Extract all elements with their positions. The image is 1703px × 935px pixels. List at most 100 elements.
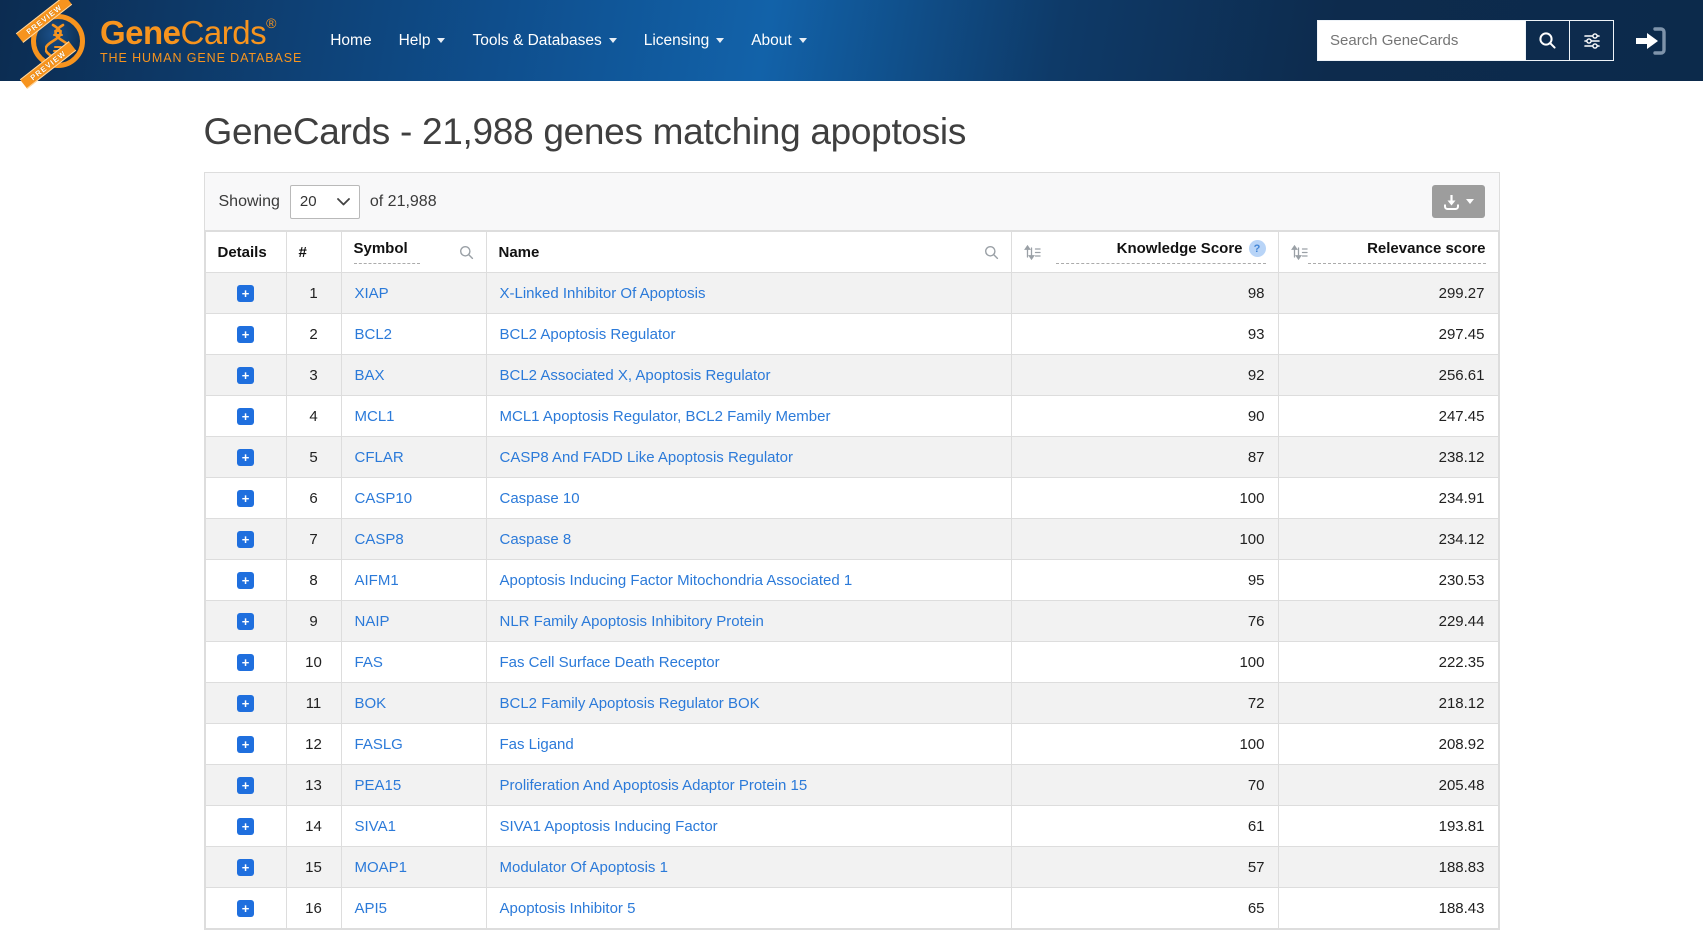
gene-symbol-link[interactable]: XIAP	[354, 284, 389, 302]
gene-name-link[interactable]: BCL2 Apoptosis Regulator	[499, 325, 676, 343]
expand-details-button[interactable]	[237, 284, 254, 302]
gene-name-link[interactable]: Modulator Of Apoptosis 1	[499, 858, 668, 876]
expand-details-button[interactable]	[237, 653, 254, 671]
gene-symbol-link[interactable]: API5	[354, 899, 388, 917]
caret-down-icon	[716, 38, 725, 43]
knowledge-score-filter-field[interactable]: Knowledge Score ?	[1055, 240, 1266, 264]
gene-symbol-link[interactable]: MCL1	[354, 407, 395, 425]
expand-details-button[interactable]	[237, 489, 254, 507]
nav-item-home[interactable]: Home	[330, 32, 371, 50]
knowledge-score-value: 93	[1010, 313, 1279, 355]
details-cell	[204, 764, 287, 806]
nav-label: Tools & Databases	[472, 31, 602, 49]
nav-label: Licensing	[643, 31, 710, 49]
gene-name-link[interactable]: BCL2 Associated X, Apoptosis Regulator	[499, 366, 771, 384]
relevance-score-label[interactable]: Relevance score	[1367, 240, 1486, 257]
row-number: 14	[285, 805, 342, 847]
knowledge-score-value: 98	[1010, 272, 1279, 314]
table-header-row: Details # Symbol	[204, 231, 1499, 273]
sort-icon[interactable]	[1023, 244, 1041, 260]
gene-symbol-link[interactable]: MOAP1	[354, 858, 408, 876]
gene-symbol-link[interactable]: AIFM1	[354, 571, 399, 589]
gene-symbol-link[interactable]: PEA15	[354, 776, 402, 794]
expand-details-button[interactable]	[237, 858, 254, 876]
gene-symbol-link[interactable]: CFLAR	[354, 448, 404, 466]
expand-details-button[interactable]	[237, 694, 254, 712]
nav-item-tools-databases[interactable]: Tools & Databases	[472, 31, 617, 50]
page-size-select[interactable]: 20	[289, 184, 360, 219]
gene-symbol-link[interactable]: CASP10	[354, 489, 413, 507]
symbol-filter-field[interactable]: Symbol	[353, 240, 420, 264]
download-button[interactable]	[1431, 185, 1485, 218]
expand-details-button[interactable]	[237, 530, 254, 548]
knowledge-score-value: 100	[1010, 518, 1279, 560]
gene-symbol-link[interactable]: NAIP	[354, 612, 390, 630]
details-cell	[204, 354, 287, 396]
gene-symbol-link[interactable]: BCL2	[354, 325, 393, 343]
expand-details-button[interactable]	[237, 817, 254, 835]
gene-symbol-link[interactable]: SIVA1	[354, 817, 396, 835]
search-input[interactable]	[1318, 21, 1525, 60]
gene-symbol-link[interactable]: BAX	[354, 366, 385, 384]
row-number: 15	[285, 846, 342, 888]
name-header-label[interactable]: Name	[498, 243, 540, 261]
details-cell	[204, 559, 287, 601]
gene-name-link[interactable]: Caspase 8	[499, 530, 572, 548]
gene-name-link[interactable]: X-Linked Inhibitor Of Apoptosis	[499, 284, 706, 302]
advanced-search-button[interactable]	[1569, 21, 1613, 60]
gene-symbol-link[interactable]: BOK	[354, 694, 387, 712]
sort-icon[interactable]	[1290, 244, 1308, 260]
gene-symbol-link[interactable]: FASLG	[354, 735, 403, 753]
gene-name-link[interactable]: Fas Ligand	[499, 735, 574, 753]
nav-item-licensing[interactable]: Licensing	[644, 32, 725, 50]
relevance-score-value: 188.83	[1277, 846, 1499, 888]
brand-name-reg: Cards	[180, 14, 267, 52]
brand-name-bold: Gene	[100, 14, 181, 52]
page-title: GeneCards - 21,988 genes matching apopto…	[203, 111, 967, 152]
name-search-icon[interactable]	[984, 245, 999, 260]
knowledge-score-value: 70	[1010, 764, 1279, 806]
gene-name-link[interactable]: Fas Cell Surface Death Receptor	[499, 653, 720, 671]
symbol-search-icon[interactable]	[459, 245, 474, 260]
expand-details-button[interactable]	[237, 448, 254, 466]
expand-details-button[interactable]	[237, 325, 254, 343]
row-number: 7	[285, 518, 342, 560]
nav-label: Help	[398, 31, 431, 49]
gene-name-link[interactable]: SIVA1 Apoptosis Inducing Factor	[499, 817, 718, 835]
gene-symbol-link[interactable]: FAS	[354, 653, 383, 671]
gene-name-link[interactable]: BCL2 Family Apoptosis Regulator BOK	[499, 694, 760, 712]
gene-name-link[interactable]: Apoptosis Inhibitor 5	[499, 899, 636, 917]
gene-name-link[interactable]: Proliferation And Apoptosis Adaptor Prot…	[499, 776, 808, 794]
gene-name-link[interactable]: Caspase 10	[499, 489, 580, 507]
expand-details-button[interactable]	[237, 612, 254, 630]
gene-name-link[interactable]: CASP8 And FADD Like Apoptosis Regulator	[499, 448, 794, 466]
expand-details-button[interactable]	[237, 899, 254, 917]
caret-down-icon	[437, 38, 446, 43]
nav-item-help[interactable]: Help	[399, 32, 446, 50]
gene-symbol-link[interactable]: CASP8	[354, 530, 404, 548]
nav-item-about[interactable]: About	[751, 32, 807, 50]
row-number: 8	[285, 559, 342, 601]
knowledge-score-label[interactable]: Knowledge Score	[1116, 240, 1243, 257]
column-header-details: Details	[204, 231, 287, 273]
gene-name-link[interactable]: MCL1 Apoptosis Regulator, BCL2 Family Me…	[499, 407, 831, 425]
expand-details-button[interactable]	[237, 776, 254, 794]
search-bar	[1317, 20, 1614, 61]
search-button[interactable]	[1525, 21, 1569, 60]
genecards-logo[interactable]: PREVIEW PREVIEW GeneCard	[15, 0, 302, 89]
gene-name-link[interactable]: NLR Family Apoptosis Inhibitory Protein	[499, 612, 764, 630]
expand-details-button[interactable]	[237, 407, 254, 425]
relevance-score-value: 234.12	[1277, 518, 1499, 560]
login-button[interactable]	[1631, 25, 1667, 57]
table-row: 15 MOAP1 Modulator Of Apoptosis 1 57 188…	[204, 846, 1499, 888]
logo-badge: PREVIEW PREVIEW	[15, 0, 92, 89]
gene-name-link[interactable]: Apoptosis Inducing Factor Mitochondria A…	[499, 571, 853, 589]
expand-details-button[interactable]	[237, 571, 254, 589]
table-row: 14 SIVA1 SIVA1 Apoptosis Inducing Factor…	[204, 805, 1499, 847]
table-row: 7 CASP8 Caspase 8 100 234.12	[204, 518, 1499, 560]
row-number: 10	[285, 641, 342, 683]
relevance-score-filter-field[interactable]: Relevance score	[1307, 240, 1486, 264]
expand-details-button[interactable]	[237, 735, 254, 753]
expand-details-button[interactable]	[237, 366, 254, 384]
knowledge-score-help-icon[interactable]: ?	[1248, 240, 1266, 257]
